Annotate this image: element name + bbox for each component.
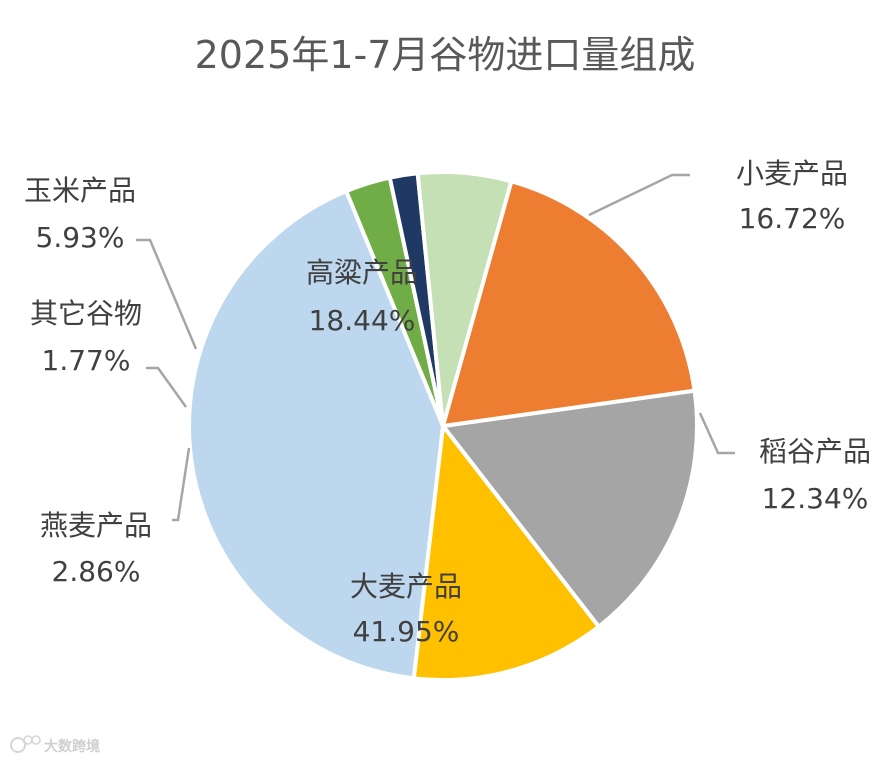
leader-lines [136, 173, 735, 522]
pie-slice [441, 388, 699, 629]
leader-line [146, 366, 188, 408]
watermark-text: 大数跨境 [44, 738, 100, 755]
slice-name-label: 其它谷物 [30, 297, 142, 330]
pie-slices [187, 170, 699, 682]
pie-slice [187, 189, 445, 681]
slice-name-label: 燕麦产品 [40, 509, 152, 542]
slice-name-label: 高粱产品 [306, 256, 418, 289]
slice-percent-label: 12.34% [762, 482, 869, 515]
slice-name-label: 小麦产品 [736, 157, 848, 190]
slice-percent-label: 18.44% [309, 304, 416, 337]
leader-line [172, 447, 191, 522]
watermark-logo-icon [10, 735, 41, 753]
leader-line [136, 238, 198, 350]
chart-title: 2025年1-7月谷物进口量组成 [195, 33, 696, 77]
leader-line [698, 412, 735, 455]
pie-slice [411, 424, 601, 682]
slice-name-label: 稻谷产品 [759, 435, 871, 468]
slice-percent-label: 2.86% [52, 555, 141, 588]
slice-percent-label: 5.93% [36, 221, 125, 254]
slice-name-label: 玉米产品 [24, 174, 136, 207]
slice-percent-label: 1.77% [42, 344, 131, 377]
slice-percent-label: 16.72% [739, 202, 846, 235]
pie-slice [441, 179, 697, 428]
slice-name-label: 大麦产品 [350, 570, 462, 603]
leader-line [588, 173, 690, 217]
slice-labels: 小麦产品 16.72% 稻谷产品 12.34% 大麦产品 41.95% 燕麦产品 2.86% 其… [24, 157, 871, 648]
watermark: 大数跨境 [10, 735, 100, 755]
slice-percent-label: 41.95% [353, 615, 460, 648]
